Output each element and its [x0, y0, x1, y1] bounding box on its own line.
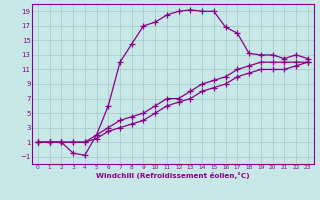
X-axis label: Windchill (Refroidissement éolien,°C): Windchill (Refroidissement éolien,°C)	[96, 172, 250, 179]
